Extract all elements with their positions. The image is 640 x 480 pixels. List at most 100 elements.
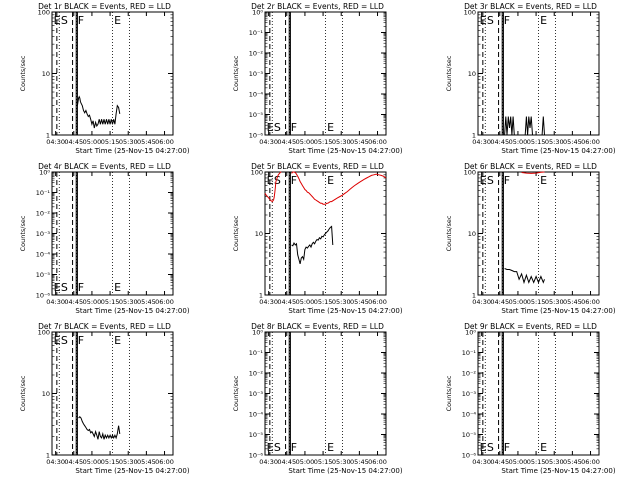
x-tick-label: 06:00	[155, 458, 174, 466]
x-tick-label: 05:00	[83, 298, 102, 306]
panel-1: Det 1r BLACK = Events, RED = LLD Counts/s…	[19, 2, 190, 155]
x-tick-label: 06:00	[581, 138, 600, 146]
x-axis-label: Start Time (25-Nov-15 04:27:00)	[501, 467, 615, 475]
event-marker-F: F	[291, 174, 297, 187]
panel-8: Det 8r BLACK = Events, RED = LLD Counts/s…	[232, 322, 403, 475]
event-marker-F: F	[504, 174, 510, 187]
x-tick-label: 05:15	[314, 138, 333, 146]
series-line	[504, 268, 545, 285]
event-marker-E: E	[267, 174, 274, 187]
x-tick-label: 05:45	[350, 458, 369, 466]
event-marker-F: F	[504, 14, 510, 27]
x-tick-label: 04:30	[46, 458, 65, 466]
x-tick-label: 05:30	[545, 458, 564, 466]
x-tick-label: 04:30	[472, 458, 491, 466]
x-tick-label: 04:45	[490, 458, 509, 466]
panel-title: Det 1r BLACK = Events, RED = LLD	[38, 2, 171, 11]
event-marker-E: E	[327, 174, 334, 187]
y-tick-label: 10⁻²	[249, 370, 264, 378]
x-tick-label: 04:45	[64, 298, 83, 306]
event-marker-E: E	[54, 281, 61, 294]
series-line	[521, 171, 545, 174]
y-tick-label: 10	[468, 70, 476, 78]
event-marker-S: S	[61, 281, 68, 294]
x-tick-label: 05:00	[296, 298, 315, 306]
x-tick-label: 04:45	[490, 138, 509, 146]
event-marker-F: F	[291, 441, 297, 454]
series-line	[78, 415, 121, 440]
x-tick-label: 06:00	[368, 298, 387, 306]
y-tick-label: 1	[472, 132, 476, 140]
x-axis-label: Start Time (25-Nov-15 04:27:00)	[75, 147, 189, 155]
x-tick-label: 05:15	[314, 458, 333, 466]
x-tick-label: 06:00	[368, 458, 387, 466]
panel-title: Det 7r BLACK = Events, RED = LLD	[38, 322, 171, 331]
y-axis-label: Counts/sec	[445, 215, 453, 251]
y-tick-label: 10⁻⁵	[462, 431, 477, 439]
x-tick-label: 06:00	[581, 458, 600, 466]
x-tick-label: 04:45	[277, 458, 296, 466]
x-axis-label: Start Time (25-Nov-15 04:27:00)	[288, 147, 402, 155]
event-marker-S: S	[487, 14, 494, 27]
y-tick-label: 100	[38, 329, 50, 337]
y-tick-label: 10⁻²	[249, 50, 264, 58]
y-tick-label: 1	[46, 452, 50, 460]
panel-3: Det 3r BLACK = Events, RED = LLD Counts/s…	[445, 2, 616, 155]
y-tick-label: 10⁻⁴	[249, 91, 264, 99]
event-marker-E: E	[54, 334, 61, 347]
panel-title: Det 4r BLACK = Events, RED = LLD	[38, 162, 171, 171]
x-tick-label: 05:45	[350, 298, 369, 306]
y-tick-label: 10⁻⁵	[249, 431, 264, 439]
x-tick-label: 05:30	[119, 298, 138, 306]
event-marker-S: S	[61, 334, 68, 347]
x-tick-label: 05:30	[119, 458, 138, 466]
panel-2: Det 2r BLACK = Events, RED = LLD Counts/s…	[232, 2, 403, 155]
y-axis-label: Counts/sec	[445, 375, 453, 411]
event-marker-E: E	[267, 441, 274, 454]
x-tick-label: 04:30	[472, 298, 491, 306]
x-tick-label: 05:15	[527, 298, 546, 306]
y-tick-label: 10⁻¹	[462, 349, 477, 357]
y-tick-label: 10⁻⁶	[249, 452, 264, 460]
x-axis-label: Start Time (25-Nov-15 04:27:00)	[501, 307, 615, 315]
panel-7: Det 7r BLACK = Events, RED = LLD Counts/s…	[19, 322, 190, 475]
y-tick-label: 10⁻⁶	[249, 132, 264, 140]
event-marker-E: E	[327, 121, 334, 134]
x-tick-label: 04:45	[64, 138, 83, 146]
event-marker-E: E	[480, 174, 487, 187]
y-tick-label: 10⁻⁴	[36, 251, 51, 259]
y-tick-label: 100	[464, 9, 476, 17]
y-tick-label: 10⁻³	[462, 390, 477, 398]
y-tick-label: 10⁻³	[36, 230, 51, 238]
y-axis-label: Counts/sec	[232, 55, 240, 91]
panel-title: Det 3r BLACK = Events, RED = LLD	[464, 2, 597, 11]
x-tick-label: 05:15	[101, 138, 120, 146]
series-line	[264, 171, 282, 203]
x-tick-label: 06:00	[155, 138, 174, 146]
y-tick-label: 10⁻⁴	[462, 411, 477, 419]
x-tick-label: 05:00	[509, 138, 528, 146]
x-tick-label: 06:00	[581, 298, 600, 306]
panel-6: Det 6r BLACK = Events, RED = LLD Counts/s…	[445, 162, 616, 315]
y-tick-label: 1	[46, 132, 50, 140]
event-marker-E: E	[114, 14, 121, 27]
event-marker-F: F	[291, 121, 297, 134]
y-tick-label: 10⁻⁶	[36, 292, 51, 300]
y-tick-label: 10⁰	[252, 9, 263, 17]
y-tick-label: 100	[251, 169, 263, 177]
x-tick-label: 04:30	[259, 138, 278, 146]
x-tick-label: 05:00	[509, 298, 528, 306]
x-tick-label: 04:30	[46, 298, 65, 306]
y-tick-label: 10⁰	[39, 169, 50, 177]
event-marker-E: E	[540, 174, 547, 187]
panel-5: Det 5r BLACK = Events, RED = LLD Counts/s…	[232, 162, 403, 315]
x-tick-label: 05:00	[509, 458, 528, 466]
x-tick-label: 05:30	[332, 458, 351, 466]
x-tick-label: 05:15	[527, 138, 546, 146]
y-tick-label: 100	[38, 9, 50, 17]
panel-title: Det 5r BLACK = Events, RED = LLD	[251, 162, 384, 171]
event-marker-S: S	[487, 441, 494, 454]
panel-title: Det 6r BLACK = Events, RED = LLD	[464, 162, 597, 171]
y-tick-label: 10⁻⁵	[249, 111, 264, 119]
